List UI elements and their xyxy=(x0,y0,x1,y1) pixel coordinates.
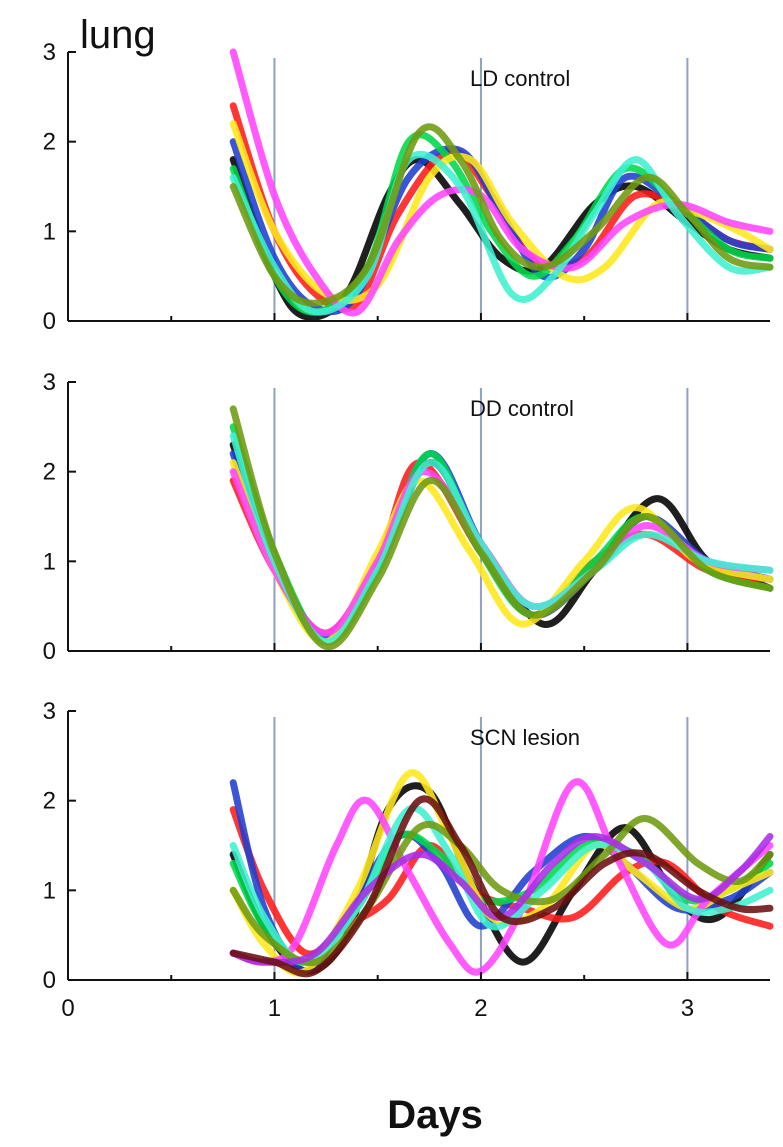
series-trace-7 xyxy=(229,150,774,316)
y-tick-label: 1 xyxy=(43,877,56,904)
y-tick-label: 3 xyxy=(43,698,56,725)
x-axis-label: Days xyxy=(387,1093,483,1137)
series-trace-8 xyxy=(229,405,774,651)
y-tick-label: 2 xyxy=(43,129,56,156)
y-tick-label: 1 xyxy=(43,548,56,575)
y-tick-label: 0 xyxy=(43,308,56,335)
panel-2: 0 1 2 3 DD control xyxy=(43,369,774,665)
series-trace-8 xyxy=(229,123,774,307)
y-tick-label: 1 xyxy=(43,218,56,245)
chart-title: lung xyxy=(80,13,156,57)
x-tick-label: 3 xyxy=(681,995,694,1022)
y-tick-label: 0 xyxy=(43,967,56,994)
panel-1: 0 1 2 3 LD control xyxy=(43,39,774,335)
y-tick-label: 0 xyxy=(43,638,56,665)
y-tick-label: 3 xyxy=(43,39,56,66)
x-tick-label: 2 xyxy=(474,995,487,1022)
y-tick-label: 2 xyxy=(43,459,56,486)
series-trace-10 xyxy=(229,795,774,978)
x-tick-label: 1 xyxy=(268,995,281,1022)
panel-label: LD control xyxy=(470,66,570,91)
panel-label: DD control xyxy=(470,396,574,421)
chart-panels: 0 1 2 3 LD control 0 1 2 3 DD control 0 1 2 3 SCN lesi… xyxy=(43,39,774,1022)
panel-label: SCN lesion xyxy=(470,725,580,750)
series-trace-8 xyxy=(229,815,774,967)
series-trace-6 xyxy=(229,778,774,976)
panel-3: 0 1 2 3 SCN lesion xyxy=(43,698,774,994)
y-tick-label: 2 xyxy=(43,788,56,815)
y-tick-label: 3 xyxy=(43,369,56,396)
x-tick-label: 0 xyxy=(61,995,74,1022)
series-trace-5 xyxy=(229,120,774,304)
